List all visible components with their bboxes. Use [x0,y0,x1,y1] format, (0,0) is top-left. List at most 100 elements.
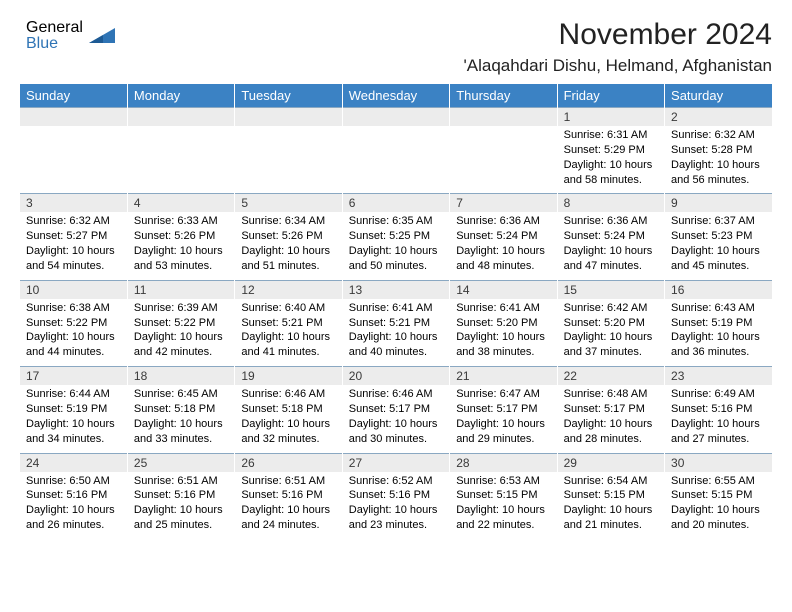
daynum-cell: 27 [342,453,449,472]
detail-cell: Sunrise: 6:50 AMSunset: 5:16 PMDaylight:… [20,472,127,539]
daynum-cell: 19 [235,367,342,386]
detail-cell: Sunrise: 6:44 AMSunset: 5:19 PMDaylight:… [20,385,127,453]
weekday-header: Tuesday [235,84,342,108]
detail-cell: Sunrise: 6:48 AMSunset: 5:17 PMDaylight:… [557,385,664,453]
sunset-text: Sunset: 5:26 PM [241,229,335,244]
detail-cell: Sunrise: 6:53 AMSunset: 5:15 PMDaylight:… [450,472,557,539]
sunset-text: Sunset: 5:16 PM [671,402,766,417]
weekday-header: Saturday [665,84,772,108]
detail-cell: Sunrise: 6:31 AM Sunset: 5:29 PM Dayligh… [557,126,664,194]
detail-row: Sunrise: 6:38 AMSunset: 5:22 PMDaylight:… [20,299,772,367]
daynum-cell: 8 [557,194,664,213]
daynum-cell: 18 [127,367,234,386]
sunset-text: Sunset: 5:23 PM [671,229,766,244]
sunrise-text: Sunrise: 6:52 AM [349,474,443,489]
daylight-text: and 45 minutes. [671,259,766,274]
daylight-text: and 36 minutes. [671,345,766,360]
daylight-text: Daylight: 10 hours [671,330,766,345]
daynum-cell: 3 [20,194,127,213]
daylight-text: and 38 minutes. [456,345,550,360]
daylight-text: and 56 minutes. [671,173,766,188]
calendar-table: Sunday Monday Tuesday Wednesday Thursday… [20,84,772,539]
daylight-text: Daylight: 10 hours [671,158,766,173]
detail-cell: Sunrise: 6:32 AM Sunset: 5:28 PM Dayligh… [665,126,772,194]
daynum-cell: 29 [557,453,664,472]
sunset-text: Sunset: 5:20 PM [456,316,550,331]
daylight-text: Daylight: 10 hours [349,244,443,259]
sunrise-text: Sunrise: 6:46 AM [241,387,335,402]
sunset-text: Sunset: 5:17 PM [564,402,658,417]
daynum-row: 17 18 19 20 21 22 23 [20,367,772,386]
detail-cell: Sunrise: 6:49 AMSunset: 5:16 PMDaylight:… [665,385,772,453]
sunrise-text: Sunrise: 6:55 AM [671,474,766,489]
detail-cell: Sunrise: 6:55 AMSunset: 5:15 PMDaylight:… [665,472,772,539]
detail-cell: Sunrise: 6:39 AMSunset: 5:22 PMDaylight:… [127,299,234,367]
daynum-cell: 15 [557,280,664,299]
sunset-text: Sunset: 5:22 PM [134,316,228,331]
daylight-text: Daylight: 10 hours [456,503,550,518]
sunrise-text: Sunrise: 6:36 AM [564,214,658,229]
logo-text: General Blue [26,20,83,52]
detail-cell: Sunrise: 6:33 AMSunset: 5:26 PMDaylight:… [127,212,234,280]
daylight-text: Daylight: 10 hours [241,417,335,432]
sunrise-text: Sunrise: 6:43 AM [671,301,766,316]
sunrise-text: Sunrise: 6:36 AM [456,214,550,229]
sunset-text: Sunset: 5:21 PM [241,316,335,331]
sunrise-text: Sunrise: 6:51 AM [241,474,335,489]
daylight-text: and 22 minutes. [456,518,550,533]
daynum-cell: 6 [342,194,449,213]
daylight-text: Daylight: 10 hours [26,503,121,518]
daylight-text: and 21 minutes. [564,518,658,533]
location: 'Alaqahdari Dishu, Helmand, Afghanistan [20,56,772,76]
sunset-text: Sunset: 5:15 PM [564,488,658,503]
sunrise-text: Sunrise: 6:46 AM [349,387,443,402]
daylight-text: and 26 minutes. [26,518,121,533]
sunrise-text: Sunrise: 6:44 AM [26,387,121,402]
daylight-text: and 20 minutes. [671,518,766,533]
daylight-text: Daylight: 10 hours [564,158,658,173]
daylight-text: and 27 minutes. [671,432,766,447]
detail-cell: Sunrise: 6:36 AMSunset: 5:24 PMDaylight:… [557,212,664,280]
daylight-text: Daylight: 10 hours [26,244,121,259]
daylight-text: Daylight: 10 hours [134,244,228,259]
daylight-text: and 47 minutes. [564,259,658,274]
daylight-text: and 30 minutes. [349,432,443,447]
daynum-cell: 21 [450,367,557,386]
weekday-header-row: Sunday Monday Tuesday Wednesday Thursday… [20,84,772,108]
detail-cell: Sunrise: 6:46 AMSunset: 5:18 PMDaylight:… [235,385,342,453]
weekday-header: Wednesday [342,84,449,108]
daylight-text: and 54 minutes. [26,259,121,274]
sunrise-text: Sunrise: 6:42 AM [564,301,658,316]
sunrise-text: Sunrise: 6:34 AM [241,214,335,229]
daylight-text: and 40 minutes. [349,345,443,360]
sunset-text: Sunset: 5:28 PM [671,143,766,158]
sunset-text: Sunset: 5:24 PM [456,229,550,244]
sunrise-text: Sunrise: 6:33 AM [134,214,228,229]
sunrise-text: Sunrise: 6:40 AM [241,301,335,316]
page: General Blue November 2024 'Alaqahdari D… [0,0,792,612]
detail-cell: Sunrise: 6:42 AMSunset: 5:20 PMDaylight:… [557,299,664,367]
daylight-text: Daylight: 10 hours [671,244,766,259]
sunrise-text: Sunrise: 6:50 AM [26,474,121,489]
detail-cell [342,126,449,194]
sunset-text: Sunset: 5:24 PM [564,229,658,244]
sunrise-text: Sunrise: 6:39 AM [134,301,228,316]
detail-cell: Sunrise: 6:34 AMSunset: 5:26 PMDaylight:… [235,212,342,280]
daynum-cell [235,108,342,127]
daylight-text: Daylight: 10 hours [26,330,121,345]
detail-cell: Sunrise: 6:51 AMSunset: 5:16 PMDaylight:… [235,472,342,539]
daynum-cell: 25 [127,453,234,472]
daylight-text: Daylight: 10 hours [671,417,766,432]
sunrise-text: Sunrise: 6:32 AM [26,214,121,229]
detail-row: Sunrise: 6:44 AMSunset: 5:19 PMDaylight:… [20,385,772,453]
detail-cell: Sunrise: 6:41 AMSunset: 5:21 PMDaylight:… [342,299,449,367]
daynum-cell: 4 [127,194,234,213]
sunrise-text: Sunrise: 6:48 AM [564,387,658,402]
daylight-text: and 23 minutes. [349,518,443,533]
logo-triangle-icon [89,25,115,52]
daynum-cell: 28 [450,453,557,472]
daynum-cell: 7 [450,194,557,213]
month-title: November 2024 [20,18,772,52]
detail-cell: Sunrise: 6:43 AMSunset: 5:19 PMDaylight:… [665,299,772,367]
logo: General Blue [26,20,115,52]
